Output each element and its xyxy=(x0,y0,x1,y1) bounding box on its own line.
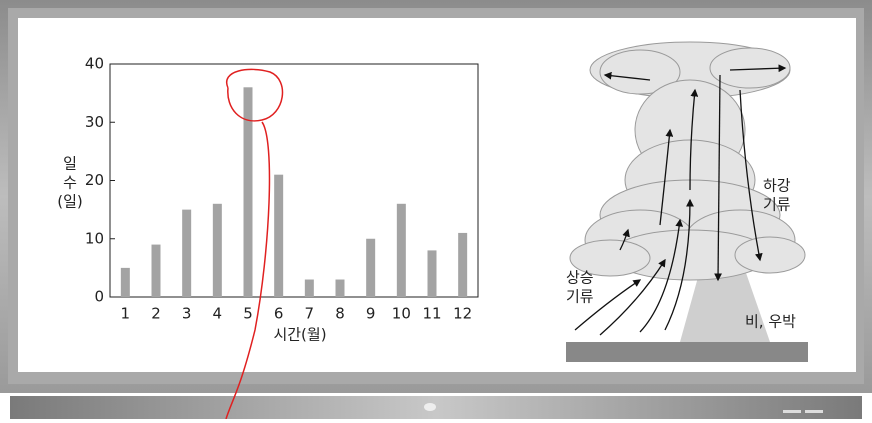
x-tick-label: 9 xyxy=(366,305,376,323)
bar xyxy=(120,267,130,297)
stand xyxy=(10,396,862,419)
bar xyxy=(274,174,284,297)
power-button[interactable] xyxy=(424,403,436,411)
x-axis-label: 시간(월) xyxy=(273,326,326,344)
bar xyxy=(304,279,314,297)
bar xyxy=(335,279,345,297)
y-tick-label: 10 xyxy=(85,229,104,247)
updraft-label: 기류 xyxy=(566,288,594,306)
indicator xyxy=(805,410,823,413)
x-tick-label: 5 xyxy=(243,305,253,323)
bar xyxy=(151,244,161,297)
x-tick-label: 7 xyxy=(305,305,315,323)
x-tick-label: 3 xyxy=(182,305,192,323)
y-axis-label: 수 xyxy=(63,174,77,192)
ground xyxy=(566,342,808,362)
bar xyxy=(182,209,192,297)
x-tick-label: 2 xyxy=(151,305,161,323)
downdraft-label: 하강 xyxy=(763,177,791,195)
y-axis-label: 일 xyxy=(63,155,77,173)
y-tick-label: 0 xyxy=(94,288,104,306)
x-tick-label: 1 xyxy=(121,305,131,323)
x-tick-label: 12 xyxy=(453,305,472,323)
y-axis-label: (일) xyxy=(57,193,83,211)
x-tick-label: 8 xyxy=(335,305,345,323)
bar xyxy=(212,203,222,297)
annotation xyxy=(225,68,284,420)
y-tick-label: 20 xyxy=(85,171,104,189)
bar xyxy=(366,238,376,297)
x-tick-label: 4 xyxy=(213,305,223,323)
bar xyxy=(243,87,253,297)
y-tick-label: 40 xyxy=(85,55,104,73)
cloud-illustration: 하강 기류 상승 기류 비, 우박 xyxy=(566,41,808,362)
x-tick-label: 6 xyxy=(274,305,284,323)
indicator xyxy=(783,410,801,413)
bar xyxy=(458,232,468,297)
bar xyxy=(427,250,437,297)
rain-shaft xyxy=(680,270,770,342)
x-tick-label: 10 xyxy=(392,305,411,323)
y-tick-label: 30 xyxy=(85,113,104,131)
updraft-label: 상승 xyxy=(566,269,594,287)
bar xyxy=(396,203,406,297)
x-tick-label: 11 xyxy=(422,305,441,323)
rain-hail-label: 비, 우박 xyxy=(745,313,796,331)
downdraft-label: 기류 xyxy=(763,196,791,214)
